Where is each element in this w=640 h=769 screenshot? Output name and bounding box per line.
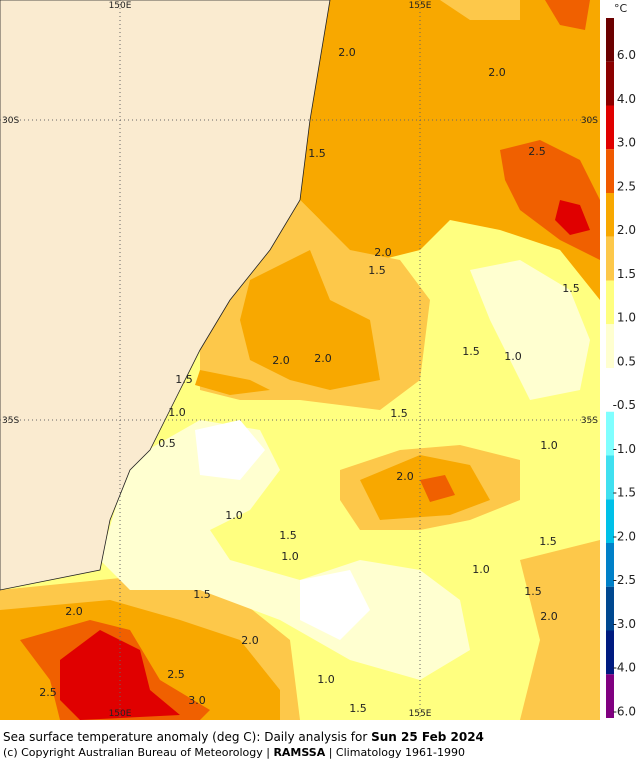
contour-label: 2.0: [374, 246, 392, 259]
colorbar-swatch: [606, 236, 614, 281]
contour-label: 1.5: [279, 529, 297, 542]
contour-label: 1.0: [504, 350, 522, 363]
contour-label: 3.0: [188, 694, 206, 707]
colorbar-swatch: [606, 630, 614, 675]
contour-label: 2.0: [65, 605, 83, 618]
colorbar-swatch: [606, 280, 614, 325]
contour-label: 1.5: [308, 147, 326, 160]
colorbar-label: 1.0: [617, 311, 636, 325]
colorbar-swatch: [606, 543, 614, 587]
contour-label: 2.5: [528, 145, 546, 158]
contour-label: 1.5: [193, 588, 211, 601]
caption-line2: (c) Copyright Australian Bureau of Meteo…: [3, 746, 465, 759]
contour-label: 1.5: [524, 585, 542, 598]
lon-label: 150E: [109, 709, 132, 719]
lon-label: 150E: [109, 1, 132, 11]
contour-label: 1.0: [225, 509, 243, 522]
colorbar-label: 1.5: [617, 267, 636, 281]
colorbar-label: -3.0: [613, 617, 636, 631]
anomaly-fields: [0, 0, 600, 720]
colorbar-label: -4.0: [613, 661, 636, 675]
caption-line1: Sea surface temperature anomaly (deg C):…: [3, 730, 484, 744]
contour-label: 2.0: [338, 46, 356, 59]
contour-label: 2.0: [488, 66, 506, 79]
map: 150E 150E 155E 155E 30S 30S 35S 35S 2.0 2.0 2.5 1.5…: [0, 0, 636, 720]
contour-label: 1.5: [175, 373, 193, 386]
lat-label: 35S: [2, 416, 19, 426]
contour-label: 1.5: [349, 702, 367, 715]
lon-label: 155E: [409, 1, 432, 11]
colorbar-swatch: [606, 61, 614, 106]
contour-label: 2.0: [272, 354, 290, 367]
contour-label: 1.0: [168, 406, 186, 419]
colorbar-swatch: [606, 324, 614, 368]
land: [0, 0, 331, 591]
contour-label: 1.0: [317, 673, 335, 686]
contour-label: 1.5: [368, 264, 386, 277]
colorbar-swatch: [606, 18, 614, 62]
caption-text: (c) Copyright Australian Bureau of Meteo…: [3, 746, 274, 759]
colorbar-label: 2.0: [617, 223, 636, 237]
colorbar-label: -2.5: [613, 573, 636, 587]
graticule: [0, 0, 600, 720]
colorbar-label: 4.0: [617, 92, 636, 106]
colorbar-label: 6.0: [617, 48, 636, 62]
lon-label: 155E: [409, 709, 432, 719]
contour-label: 1.0: [472, 563, 490, 576]
colorbar-label: -0.5: [613, 398, 636, 412]
contour-label: 2.0: [540, 610, 558, 623]
contour-label: 1.0: [540, 439, 558, 452]
contour-label: 2.5: [167, 668, 185, 681]
colorbar-swatch: [606, 105, 614, 150]
colorbar-swatch: [606, 674, 614, 718]
contour-label: 2.0: [241, 634, 259, 647]
colorbar-swatch: [606, 368, 614, 412]
contour-label: 1.5: [390, 407, 408, 420]
colorbar-label: -1.0: [613, 442, 636, 456]
colorbar-swatch: [606, 499, 614, 543]
caption-text: | Climatology 1961-1990: [325, 746, 465, 759]
colorbar-label: 3.0: [617, 136, 636, 150]
lat-label: 35S: [581, 416, 598, 426]
colorbar-label: -1.5: [613, 486, 636, 500]
contour-label: 0.5: [158, 437, 176, 450]
contour-label: 2.5: [39, 686, 57, 699]
colorbar-swatch: [606, 455, 614, 500]
colorbar-unit: °C: [614, 2, 628, 15]
contour-label: 2.0: [396, 470, 414, 483]
lat-label: 30S: [581, 116, 598, 126]
caption-date: Sun 25 Feb 2024: [371, 730, 484, 744]
contour-label: 1.5: [562, 282, 580, 295]
contour-label: 1.5: [539, 535, 557, 548]
colorbar-swatch: [606, 149, 614, 193]
colorbar-swatch: [606, 411, 614, 456]
colorbar-label: 0.5: [617, 354, 636, 368]
caption-text: Sea surface temperature anomaly (deg C):…: [3, 730, 372, 744]
lat-label: 30S: [2, 116, 19, 126]
colorbar-swatch: [606, 193, 614, 237]
colorbar-label: -6.0: [613, 704, 636, 718]
contour-label: 1.5: [462, 345, 480, 358]
colorbar-label: -2.0: [613, 529, 636, 543]
colorbar-swatch: [606, 586, 614, 631]
colorbar-label: 2.5: [617, 179, 636, 193]
caption-ramssa: RAMSSA: [273, 746, 326, 759]
contour-label: 2.0: [314, 352, 332, 365]
contour-label: 1.0: [281, 550, 299, 563]
